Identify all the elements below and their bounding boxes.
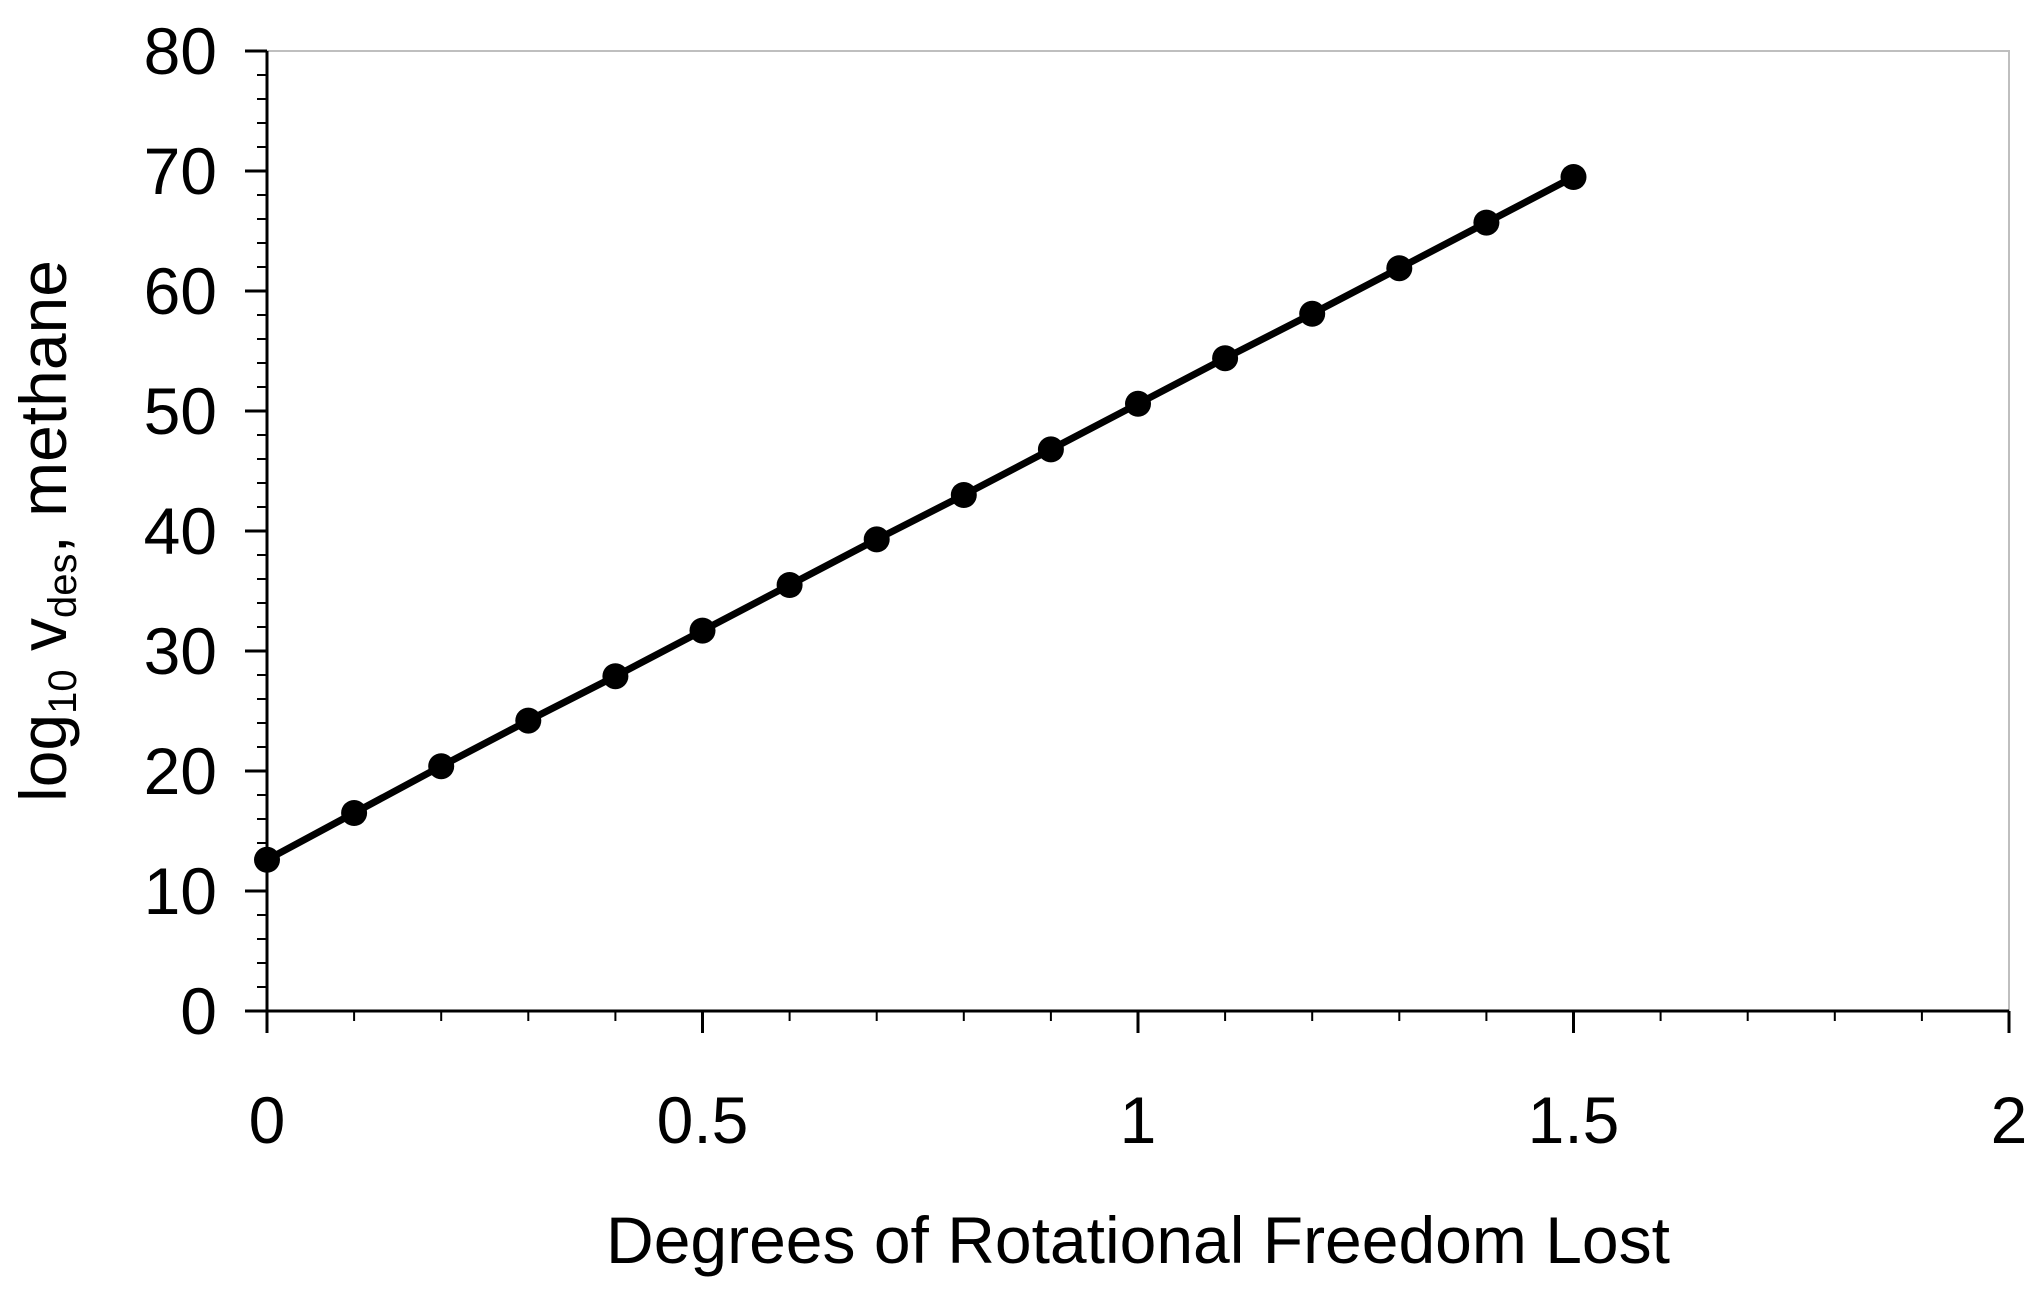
y-tick-label: 70 — [144, 134, 217, 208]
data-point — [776, 572, 803, 598]
y-tick-label: 0 — [180, 974, 217, 1048]
y-tick-labels: 0 10 20 30 40 50 60 70 80 — [144, 14, 217, 1048]
data-point — [689, 617, 716, 644]
data-point — [1386, 255, 1413, 282]
x-tick-label: 1 — [1120, 1083, 1157, 1157]
y-axis-title: log10 vdes, methane — [6, 260, 85, 802]
y-tick-label: 50 — [144, 374, 217, 448]
y-tick-label: 20 — [144, 734, 217, 808]
y-axis-title-prefix-sub: 10 — [41, 669, 85, 714]
data-point — [428, 753, 455, 780]
data-point — [1473, 209, 1500, 236]
y-tick-label: 40 — [144, 494, 217, 568]
y-axis-title-mid-sub: des — [41, 554, 85, 619]
series-layer — [254, 164, 1587, 873]
data-point — [1560, 164, 1587, 190]
y-tick-label: 80 — [144, 14, 217, 88]
plot-area — [266, 50, 2010, 1012]
x-tick-label: 2 — [1991, 1083, 2028, 1157]
x-tick-labels: 0 0.5 1 1.5 2 — [249, 1083, 2028, 1157]
data-point — [1299, 300, 1326, 327]
data-point — [254, 846, 280, 873]
data-point — [1212, 345, 1239, 372]
data-point — [1037, 436, 1064, 463]
data-point — [602, 663, 629, 690]
major-ticks — [245, 49, 2011, 1033]
y-tick-label: 10 — [144, 854, 217, 928]
y-axis-title-prefix: log — [6, 714, 80, 802]
x-axis-title: Degrees of Rotational Freedom Lost — [606, 1203, 1670, 1277]
y-tick-label: 30 — [144, 614, 217, 688]
data-point — [863, 526, 890, 553]
data-point — [515, 707, 542, 734]
x-tick-label: 0.5 — [657, 1083, 749, 1157]
y-axis-title-mid: v — [6, 618, 80, 669]
x-tick-label: 1.5 — [1528, 1083, 1620, 1157]
series-line — [265, 173, 1576, 863]
y-axis-title-suffix: , methane — [6, 260, 80, 554]
y-tick-label: 60 — [144, 254, 217, 328]
x-tick-label: 0 — [249, 1083, 286, 1157]
data-point — [950, 482, 977, 508]
data-point — [341, 800, 368, 826]
data-point — [1125, 390, 1151, 417]
